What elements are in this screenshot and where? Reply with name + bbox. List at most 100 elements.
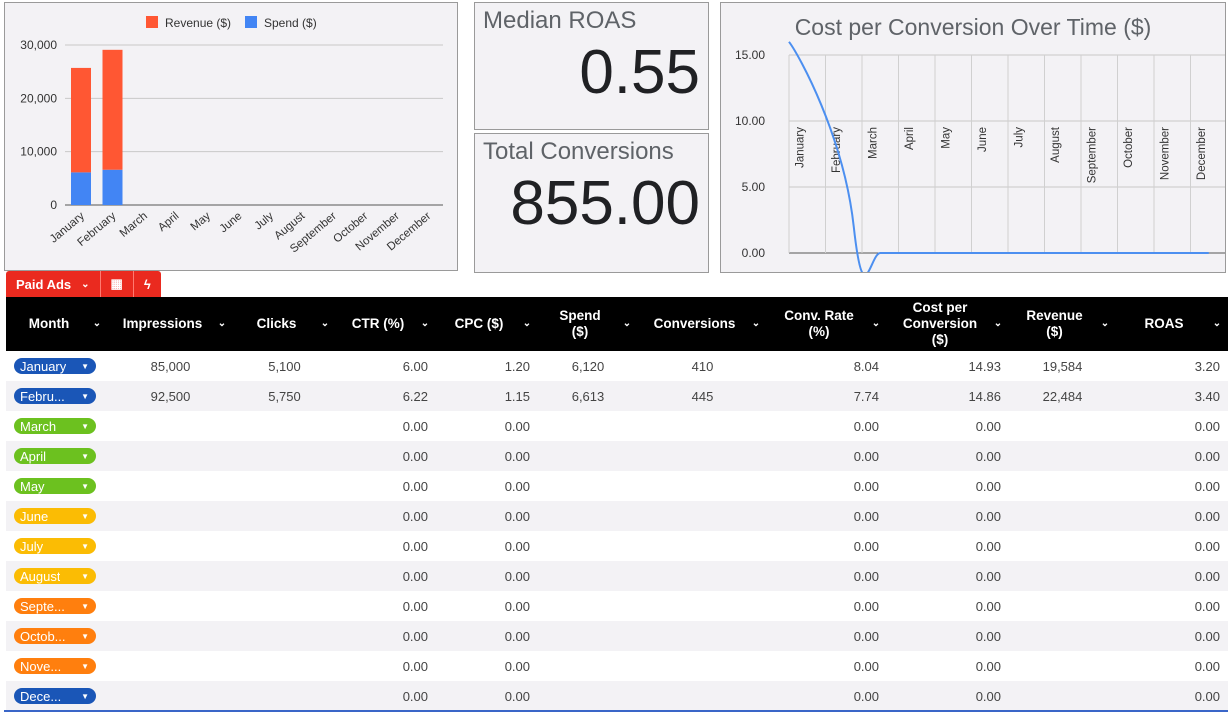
cell-clicks (233, 561, 336, 591)
table-row: May ▼ 0.00 0.00 0.00 0.00 0.00 (6, 471, 1228, 501)
column-header-conv-rate[interactable]: Conv. Rate (%) ⌄ (767, 297, 887, 351)
paid-ads-table: Month ⌄ Impressions ⌄ Clicks ⌄ CTR (%) ⌄ CPC ($)… (6, 297, 1228, 711)
cell-cpc-conv: 0.00 (887, 621, 1009, 651)
cell-ctr: 0.00 (336, 651, 436, 681)
cell-roas: 0.00 (1116, 591, 1228, 621)
cell-impressions (108, 561, 233, 591)
y-tick-label: 0.00 (742, 246, 766, 260)
chevron-down-icon[interactable]: ⌄ (217, 318, 227, 329)
x-tick-label-june: June (977, 127, 989, 152)
table-toolbar: Paid Ads ⌄ ▦ ϟ (6, 271, 161, 297)
chevron-down-icon[interactable]: ⌄ (522, 318, 532, 329)
cell-conv-rate: 0.00 (767, 441, 887, 471)
month-dropdown-chip[interactable]: March ▼ (14, 418, 96, 434)
column-header-conversions[interactable]: Conversions ⌄ (638, 297, 767, 351)
legend-label-spend: Spend ($) (264, 16, 317, 30)
column-header-impressions[interactable]: Impressions ⌄ (108, 297, 233, 351)
cell-conversions (638, 471, 767, 501)
table-row: Septe... ▼ 0.00 0.00 0.00 0.00 0.00 (6, 591, 1228, 621)
cell-revenue (1009, 411, 1116, 441)
paid-ads-tab-label: Paid Ads (16, 276, 72, 292)
column-header-month[interactable]: Month ⌄ (6, 297, 108, 351)
cell-impressions (108, 471, 233, 501)
y-tick-label: 5.00 (742, 180, 766, 194)
column-header-spend[interactable]: Spend ($) ⌄ (538, 297, 638, 351)
cell-cpc-conv: 0.00 (887, 681, 1009, 711)
month-dropdown-chip[interactable]: Dece... ▼ (14, 688, 96, 704)
cell-clicks (233, 411, 336, 441)
paid-ads-tab[interactable]: Paid Ads ⌄ (6, 271, 101, 297)
cell-ctr: 0.00 (336, 681, 436, 711)
column-header-label: Clicks (256, 316, 297, 331)
month-dropdown-chip[interactable]: May ▼ (14, 478, 96, 494)
calculator-button[interactable]: ▦ (101, 271, 134, 297)
x-tick-label-june: June (218, 210, 245, 235)
month-dropdown-chip[interactable]: Febru... ▼ (14, 388, 96, 404)
cell-roas: 0.00 (1116, 651, 1228, 681)
cell-impressions (108, 681, 233, 711)
column-header-roas[interactable]: ROAS ⌄ (1116, 297, 1228, 351)
cell-revenue: 19,584 (1009, 351, 1116, 381)
month-cell: Febru... ▼ (6, 381, 108, 411)
cell-cpc: 0.00 (436, 531, 538, 561)
bar-spend-january (71, 172, 91, 205)
chevron-down-icon[interactable]: ⌄ (871, 318, 881, 329)
cell-roas: 3.20 (1116, 351, 1228, 381)
cell-clicks (233, 591, 336, 621)
legend-swatch-revenue (146, 16, 158, 28)
selection-border (4, 710, 1228, 712)
cell-impressions (108, 651, 233, 681)
month-dropdown-chip[interactable]: August ▼ (14, 568, 96, 584)
month-cell: April ▼ (6, 441, 108, 471)
month-dropdown-chip[interactable]: April ▼ (14, 448, 96, 464)
caret-down-icon: ▼ (81, 691, 89, 701)
month-dropdown-chip[interactable]: Octob... ▼ (14, 628, 96, 644)
cell-ctr: 0.00 (336, 411, 436, 441)
month-chip-label: Nove... (20, 658, 62, 674)
chevron-down-icon[interactable]: ⌄ (1100, 318, 1110, 329)
cell-spend (538, 621, 638, 651)
caret-down-icon: ▼ (81, 601, 89, 611)
column-header-ctr[interactable]: CTR (%) ⌄ (336, 297, 436, 351)
column-header-cpc[interactable]: CPC ($) ⌄ (436, 297, 538, 351)
cell-roas: 0.00 (1116, 441, 1228, 471)
cell-ctr: 0.00 (336, 621, 436, 651)
cell-roas: 3.40 (1116, 381, 1228, 411)
cell-roas: 0.00 (1116, 681, 1228, 711)
y-tick-label: 30,000 (20, 38, 57, 52)
chevron-down-icon[interactable]: ⌄ (320, 318, 330, 329)
automation-button[interactable]: ϟ (134, 271, 161, 297)
y-tick-label: 10.00 (735, 114, 765, 128)
cell-spend: 6,120 (538, 351, 638, 381)
table-row: Octob... ▼ 0.00 0.00 0.00 0.00 0.00 (6, 621, 1228, 651)
month-dropdown-chip[interactable]: Nove... ▼ (14, 658, 96, 674)
month-dropdown-chip[interactable]: July ▼ (14, 538, 96, 554)
month-cell: August ▼ (6, 561, 108, 591)
caret-down-icon: ▼ (81, 541, 89, 551)
caret-down-icon: ▼ (81, 451, 89, 461)
total-conversions-value: 855.00 (510, 169, 700, 238)
column-header-label: Conversions (653, 316, 736, 331)
chevron-down-icon[interactable]: ⌄ (1212, 318, 1222, 329)
chevron-down-icon[interactable]: ⌄ (993, 318, 1003, 329)
median-roas-title: Median ROAS (483, 7, 637, 34)
legend-swatch-spend (245, 16, 257, 28)
chevron-down-icon[interactable]: ⌄ (92, 318, 102, 329)
caret-down-icon: ▼ (81, 391, 89, 401)
month-dropdown-chip[interactable]: January ▼ (14, 358, 96, 374)
month-dropdown-chip[interactable]: Septe... ▼ (14, 598, 96, 614)
cell-ctr: 0.00 (336, 531, 436, 561)
cell-conversions (638, 621, 767, 651)
column-header-revenue[interactable]: Revenue ($) ⌄ (1009, 297, 1116, 351)
cell-ctr: 0.00 (336, 441, 436, 471)
chevron-down-icon[interactable]: ⌄ (622, 318, 632, 329)
column-header-clicks[interactable]: Clicks ⌄ (233, 297, 336, 351)
month-chip-label: Octob... (20, 628, 66, 644)
column-header-cost-per-conversion[interactable]: Cost per Conversion ($) ⌄ (887, 297, 1009, 351)
chevron-down-icon[interactable]: ⌄ (751, 318, 761, 329)
cell-revenue (1009, 471, 1116, 501)
cell-impressions (108, 591, 233, 621)
month-dropdown-chip[interactable]: June ▼ (14, 508, 96, 524)
table-row: August ▼ 0.00 0.00 0.00 0.00 0.00 (6, 561, 1228, 591)
chevron-down-icon[interactable]: ⌄ (420, 318, 430, 329)
